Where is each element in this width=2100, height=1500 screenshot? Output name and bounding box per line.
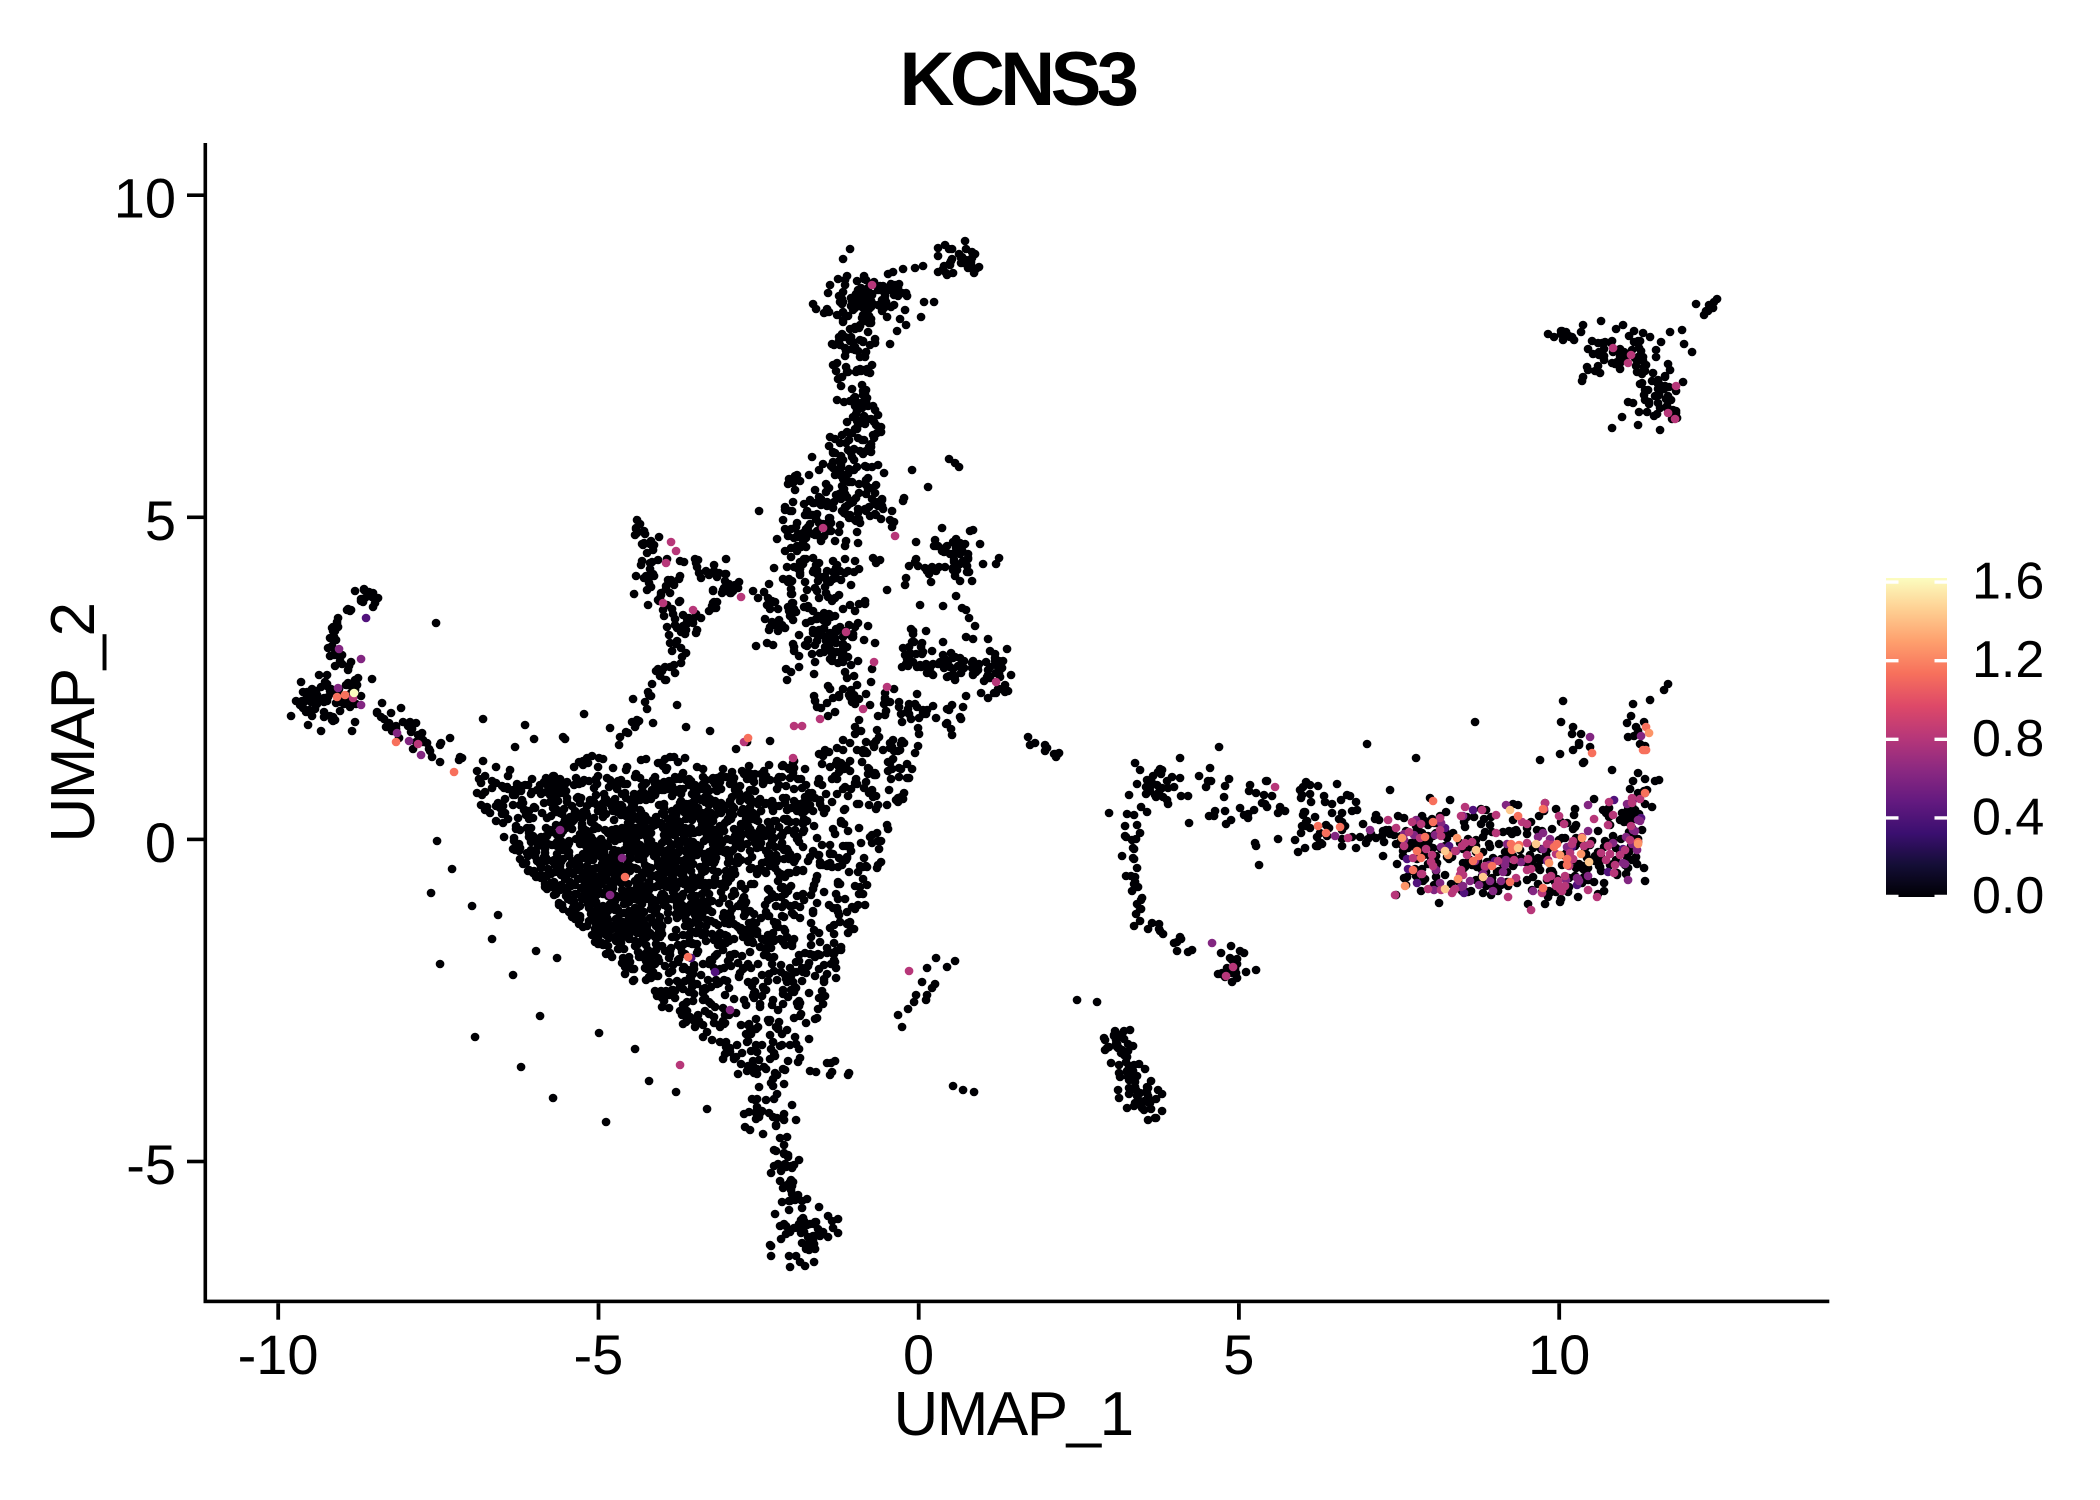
svg-text:-5: -5 [126,1133,176,1196]
svg-text:-10: -10 [238,1323,319,1386]
svg-text:0: 0 [903,1323,934,1386]
svg-text:1.6: 1.6 [1972,553,2044,611]
svg-text:0.0: 0.0 [1972,867,2044,925]
svg-text:1.2: 1.2 [1972,631,2044,689]
svg-text:10: 10 [114,167,176,230]
svg-text:0: 0 [145,811,176,874]
svg-text:UMAP_2: UMAP_2 [39,603,108,842]
svg-text:5: 5 [145,489,176,552]
svg-text:0.8: 0.8 [1972,710,2044,768]
svg-text:5: 5 [1223,1323,1254,1386]
svg-text:UMAP_1: UMAP_1 [893,1380,1132,1449]
svg-text:0.4: 0.4 [1972,788,2044,846]
svg-text:-5: -5 [574,1323,624,1386]
svg-text:10: 10 [1528,1323,1590,1386]
svg-text:KCNS3: KCNS3 [899,37,1136,122]
